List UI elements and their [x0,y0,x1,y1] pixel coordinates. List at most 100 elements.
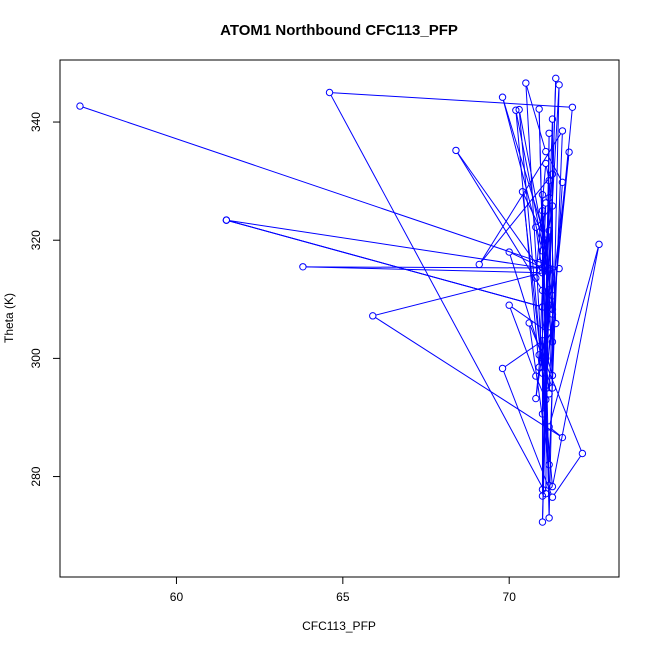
data-point [475,260,483,269]
data-point [548,371,557,380]
data-point [545,390,553,398]
data-point [538,247,547,255]
data-point [548,292,557,300]
series-segment [553,455,582,495]
data-point [538,369,547,377]
y-axis-label: Theta (K) [2,293,16,343]
series-segment [509,308,536,374]
series-segment [509,254,542,356]
data-point [548,493,557,501]
series-segment [551,428,561,436]
series-segment [375,317,561,437]
series-segment [552,185,563,339]
data-point [538,264,547,272]
data-point [545,514,553,522]
data-point [369,312,377,320]
series-segment [229,220,547,270]
series-segment [330,95,545,492]
data-point [545,286,553,294]
series-segment [82,106,557,269]
data-point [538,303,547,311]
data-point [299,263,307,271]
data-point [538,191,547,199]
data-point [538,336,547,345]
data-point [555,264,563,273]
chart-title: ATOM1 Northbound CFC113_PFP [220,22,458,39]
data-point [532,274,540,282]
data-point [542,396,550,404]
series-segment [502,100,546,238]
data-point [545,176,553,185]
x-tick-label: 70 [503,590,517,604]
data-point [545,481,553,490]
series-segment [535,166,547,275]
data-point [542,199,550,207]
series-segment [523,194,545,238]
data-point [518,188,527,196]
series-segment [542,213,553,311]
data-point [548,338,557,346]
series-segment [229,220,540,307]
series-segment [552,247,599,484]
series-segment [535,274,550,396]
series-segment [332,92,570,108]
y-axis: 280 300 320 340 [29,112,60,487]
data-point [538,410,547,418]
x-tick-label: 60 [170,590,184,604]
data-point [558,433,567,442]
series-segment [511,306,547,332]
data-point [532,394,540,403]
data-point [548,202,557,210]
data-layer [76,74,603,526]
data-point [76,102,84,110]
data-point [222,216,231,224]
data-point [512,106,520,114]
data-point [595,240,603,249]
series-segment [529,326,550,462]
series-segment [306,266,540,269]
plot-frame [59,59,620,578]
series-segment [548,183,557,321]
series-segment [542,293,550,487]
data-point [542,381,550,390]
data-point [558,127,567,135]
data-point [542,354,550,363]
series-segment [457,152,542,288]
series-segment [548,134,563,462]
series-segment [536,265,539,276]
data-point [545,329,553,337]
y-tick-label: 320 [29,230,43,250]
data-point [542,147,550,156]
data-point [542,236,550,244]
data-point [548,310,557,318]
data-point [548,482,557,491]
series-segment [546,154,562,180]
series-segment [522,194,546,397]
data-point [545,129,553,137]
data-point [555,81,563,89]
data-point [325,88,334,97]
data-point [542,159,550,168]
data-point [538,518,547,526]
data-point [522,79,530,87]
y-tick-label: 340 [29,112,43,132]
data-point [515,105,523,114]
data-point [545,227,553,235]
y-tick-label: 300 [29,348,43,368]
x-axis-label: CFC113_PFP [302,619,376,633]
data-point [505,301,513,309]
series-segment [525,86,550,483]
series-segment [548,233,553,307]
series-segment [511,252,547,271]
data-point [505,248,513,256]
series-segment [545,166,550,178]
series-segment [542,335,549,356]
series-segment [545,361,550,391]
series-segment [502,100,543,248]
data-point [548,170,557,178]
data-point [535,258,543,267]
data-point [552,74,560,83]
data-point [552,319,560,328]
data-point [532,223,540,231]
x-axis: 60 65 70 [170,577,516,604]
